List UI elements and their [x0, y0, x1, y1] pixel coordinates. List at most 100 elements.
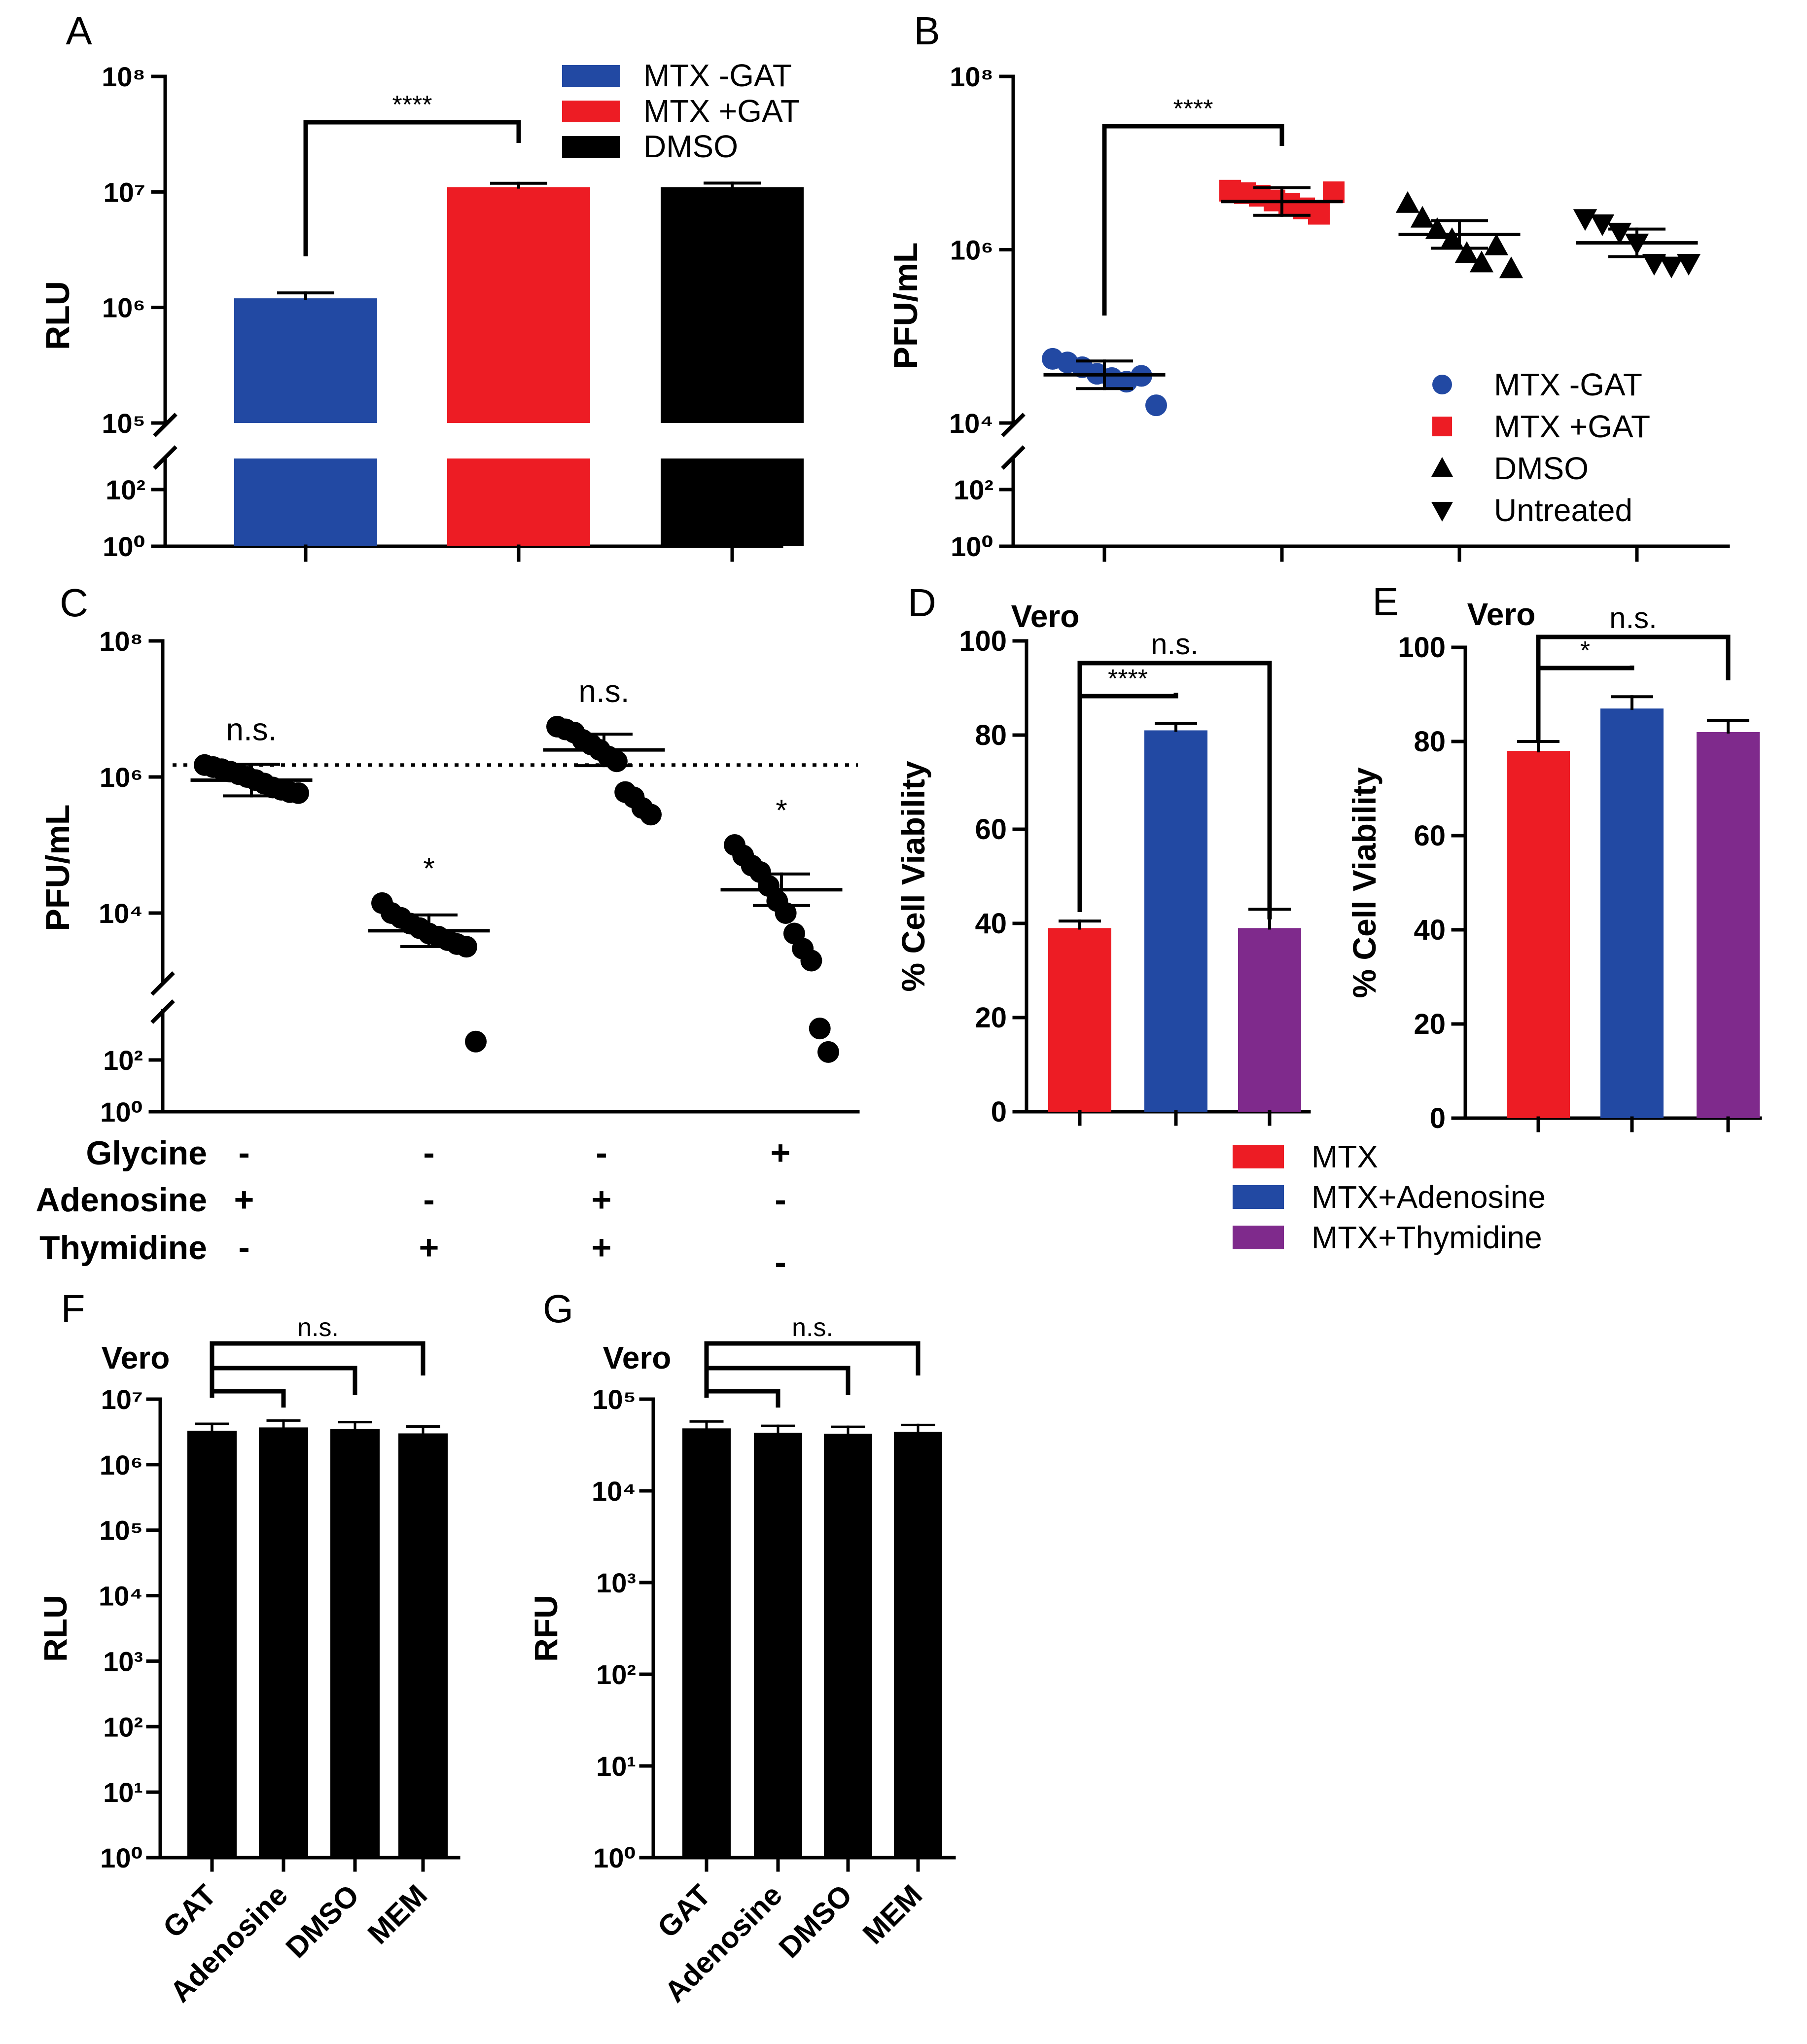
tick-label: 10² — [106, 474, 145, 505]
tick-label: 10³ — [596, 1567, 636, 1598]
bar — [1144, 730, 1207, 1112]
panel-label: C — [60, 581, 88, 625]
category-label: DMSO — [280, 1878, 366, 1965]
tick-label: 10⁵ — [102, 408, 145, 439]
condition-sign: - — [423, 1180, 434, 1219]
significance-label: n.s. — [1151, 628, 1199, 661]
tick-label: 10⁷ — [104, 176, 145, 208]
axis-break — [1001, 445, 1026, 470]
category-label: GAT — [156, 1878, 222, 1944]
panel-label: G — [543, 1287, 573, 1331]
tick-label: 20 — [1414, 1008, 1446, 1040]
significance-bracket — [210, 1341, 425, 1398]
category-label: MEM — [856, 1878, 928, 1950]
significance-label: **** — [392, 91, 432, 119]
legend-label: MTX+Adenosine — [1311, 1179, 1546, 1215]
condition-sign: - — [775, 1243, 786, 1281]
significance-bracket — [707, 1389, 780, 1408]
bar — [894, 1432, 942, 1858]
tick-label: 10⁸ — [99, 626, 143, 657]
bar — [682, 1428, 731, 1858]
legend-label: MTX+Thymidine — [1311, 1220, 1542, 1255]
tick-label: 10⁶ — [100, 1449, 143, 1480]
legend-swatch — [1233, 1226, 1284, 1249]
axis-break — [153, 413, 177, 437]
data-point — [605, 750, 628, 773]
significance-label: * — [1580, 636, 1590, 665]
axis-title: % Cell Viability — [1346, 767, 1382, 998]
tick-label: 10² — [954, 474, 993, 505]
tick-label: 10³ — [103, 1646, 143, 1677]
tick-label: 10⁰ — [100, 1096, 143, 1128]
data-point — [1395, 191, 1420, 213]
significance-bracket — [1077, 661, 1272, 919]
condition-sign: - — [775, 1180, 786, 1219]
tick-label: 10⁰ — [100, 1842, 143, 1873]
significance-label: n.s. — [578, 673, 629, 709]
tick-label: 10⁵ — [99, 1515, 143, 1546]
panel-label: D — [908, 581, 936, 625]
significance-bracket — [1536, 634, 1731, 742]
tick-label: 10¹ — [103, 1777, 143, 1808]
legend-swatch — [562, 101, 620, 122]
data-point — [1432, 417, 1452, 436]
legend-DE: MTX MTX+Adenosine MTX+Thymidine — [1233, 1139, 1546, 1255]
data-point — [817, 1041, 839, 1063]
chart-title: Vero — [102, 1340, 170, 1375]
bar-lower — [447, 458, 590, 546]
condition-label: Glycine — [86, 1134, 207, 1172]
axis-break — [150, 999, 175, 1024]
legend-swatch — [562, 136, 620, 158]
legend-label: MTX +GAT — [643, 93, 800, 129]
significance-label: n.s. — [1609, 601, 1657, 634]
data-point — [1659, 256, 1684, 279]
legend-label: MTX -GAT — [1494, 367, 1642, 402]
panel-C: C 10⁴ 10⁶ 10⁸ 10⁰ 10² PFU/mL n.s. * n.s. * Glycine A… — [35, 581, 860, 1281]
category-label: DMSO — [773, 1878, 859, 1965]
condition-sign: - — [238, 1228, 249, 1267]
significance-label: n.s. — [792, 1313, 833, 1342]
data-point — [1676, 254, 1701, 276]
tick-label: 40 — [975, 908, 1007, 940]
significance-bracket — [704, 1341, 921, 1398]
legend-swatch — [1233, 1145, 1284, 1168]
significance-label: n.s. — [297, 1313, 339, 1342]
condition-label: Thymidine — [39, 1229, 207, 1267]
tick-label: 60 — [1414, 820, 1446, 852]
bar — [1600, 708, 1664, 1118]
axis-break — [1001, 413, 1026, 437]
data-point — [456, 936, 477, 958]
data-point — [1573, 209, 1597, 231]
axis-title: RLU — [37, 1595, 73, 1662]
data-point — [1432, 375, 1452, 394]
tick-label: 10⁴ — [99, 898, 143, 929]
condition-sign: + — [419, 1228, 439, 1267]
tick-label: 80 — [1414, 726, 1446, 758]
panel-G: GVero10⁰10¹10²10³10⁴10⁵RFUGATAdenosineDM… — [528, 1287, 956, 2009]
panel-D: D Vero 0 20 40 60 80 100 % Cell Viability ****n.s… — [895, 581, 1311, 1128]
legend-swatch — [1233, 1185, 1284, 1209]
panel-label: A — [66, 9, 92, 53]
data-point — [775, 902, 797, 924]
tick-label: 10⁰ — [593, 1842, 636, 1873]
tick-label: 80 — [975, 719, 1007, 751]
data-point — [1410, 206, 1435, 228]
data-point — [1590, 214, 1615, 236]
legend-label: DMSO — [643, 129, 738, 164]
axis-title: RFU — [528, 1595, 564, 1662]
bar — [187, 1430, 237, 1858]
data-point — [1499, 256, 1524, 279]
bar — [661, 187, 804, 423]
condition-sign: + — [771, 1133, 791, 1172]
tick-label: 100 — [959, 625, 1007, 657]
tick-label: 10⁰ — [103, 531, 145, 562]
axis-title: % Cell Viability — [895, 761, 931, 992]
axis-break — [153, 445, 177, 470]
legend-label: MTX — [1311, 1139, 1378, 1174]
category-label: MEM — [361, 1878, 433, 1950]
axis-title: PFU/mL — [39, 805, 76, 931]
chart-title: Vero — [1467, 597, 1536, 632]
axis-title: RLU — [39, 281, 76, 350]
